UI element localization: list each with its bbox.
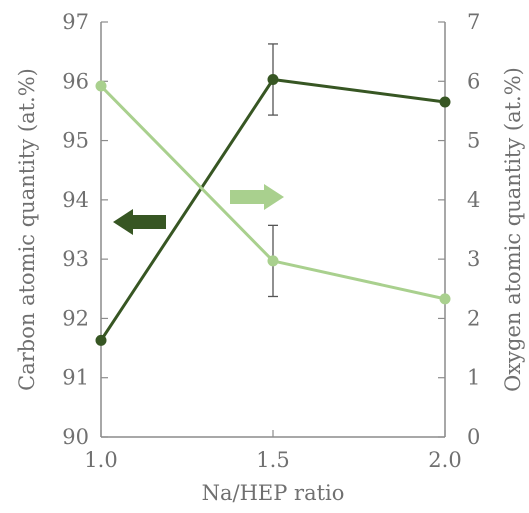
y-right-tick-label: 5 (467, 129, 480, 153)
series-right-point (439, 293, 451, 305)
series-left-point (439, 96, 451, 108)
y-left-tick-label: 96 (62, 69, 89, 93)
y-right-tick-label: 0 (467, 425, 480, 449)
y-right-tick-label: 4 (467, 188, 480, 212)
x-tick-label: 1.5 (256, 448, 289, 472)
arrow-right-icon (230, 184, 284, 210)
y-left-tick-label: 95 (62, 129, 89, 153)
arrow-left-icon (113, 209, 166, 235)
y-left-tick-label: 92 (62, 306, 89, 330)
x-tick-label: 1.0 (84, 448, 117, 472)
ticks-group: 90 91 92 93 94 95 96 97 0 1 2 3 4 5 6 7 1.0 1.5 2.0 (62, 10, 480, 472)
series-right-point (267, 255, 279, 267)
y-right-axis-title: Oxygen atomic quantity (at.%) (501, 67, 525, 392)
y-right-tick-label: 3 (467, 247, 480, 271)
y-left-tick-label: 93 (62, 247, 89, 271)
x-axis-title: Na/HEP ratio (202, 481, 345, 505)
y-right-tick-label: 7 (467, 10, 480, 34)
y-left-tick-label: 94 (62, 188, 89, 212)
x-tick-label: 2.0 (428, 448, 461, 472)
series-left-line (99, 78, 446, 342)
y-right-tick-label: 1 (467, 366, 480, 390)
y-left-tick-label: 97 (62, 10, 89, 34)
series-layer (95, 43, 451, 346)
series-left-point (95, 334, 107, 346)
annotation-layer (113, 184, 284, 235)
series-left-point (267, 74, 279, 86)
y-left-tick-label: 91 (62, 366, 89, 390)
y-left-tick-label: 90 (62, 425, 89, 449)
y-right-tick-label: 6 (467, 69, 480, 93)
series-right-point (95, 80, 107, 92)
y-left-axis-title: Carbon atomic quantity (at.%) (15, 68, 39, 391)
y-right-tick-label: 2 (467, 306, 480, 330)
